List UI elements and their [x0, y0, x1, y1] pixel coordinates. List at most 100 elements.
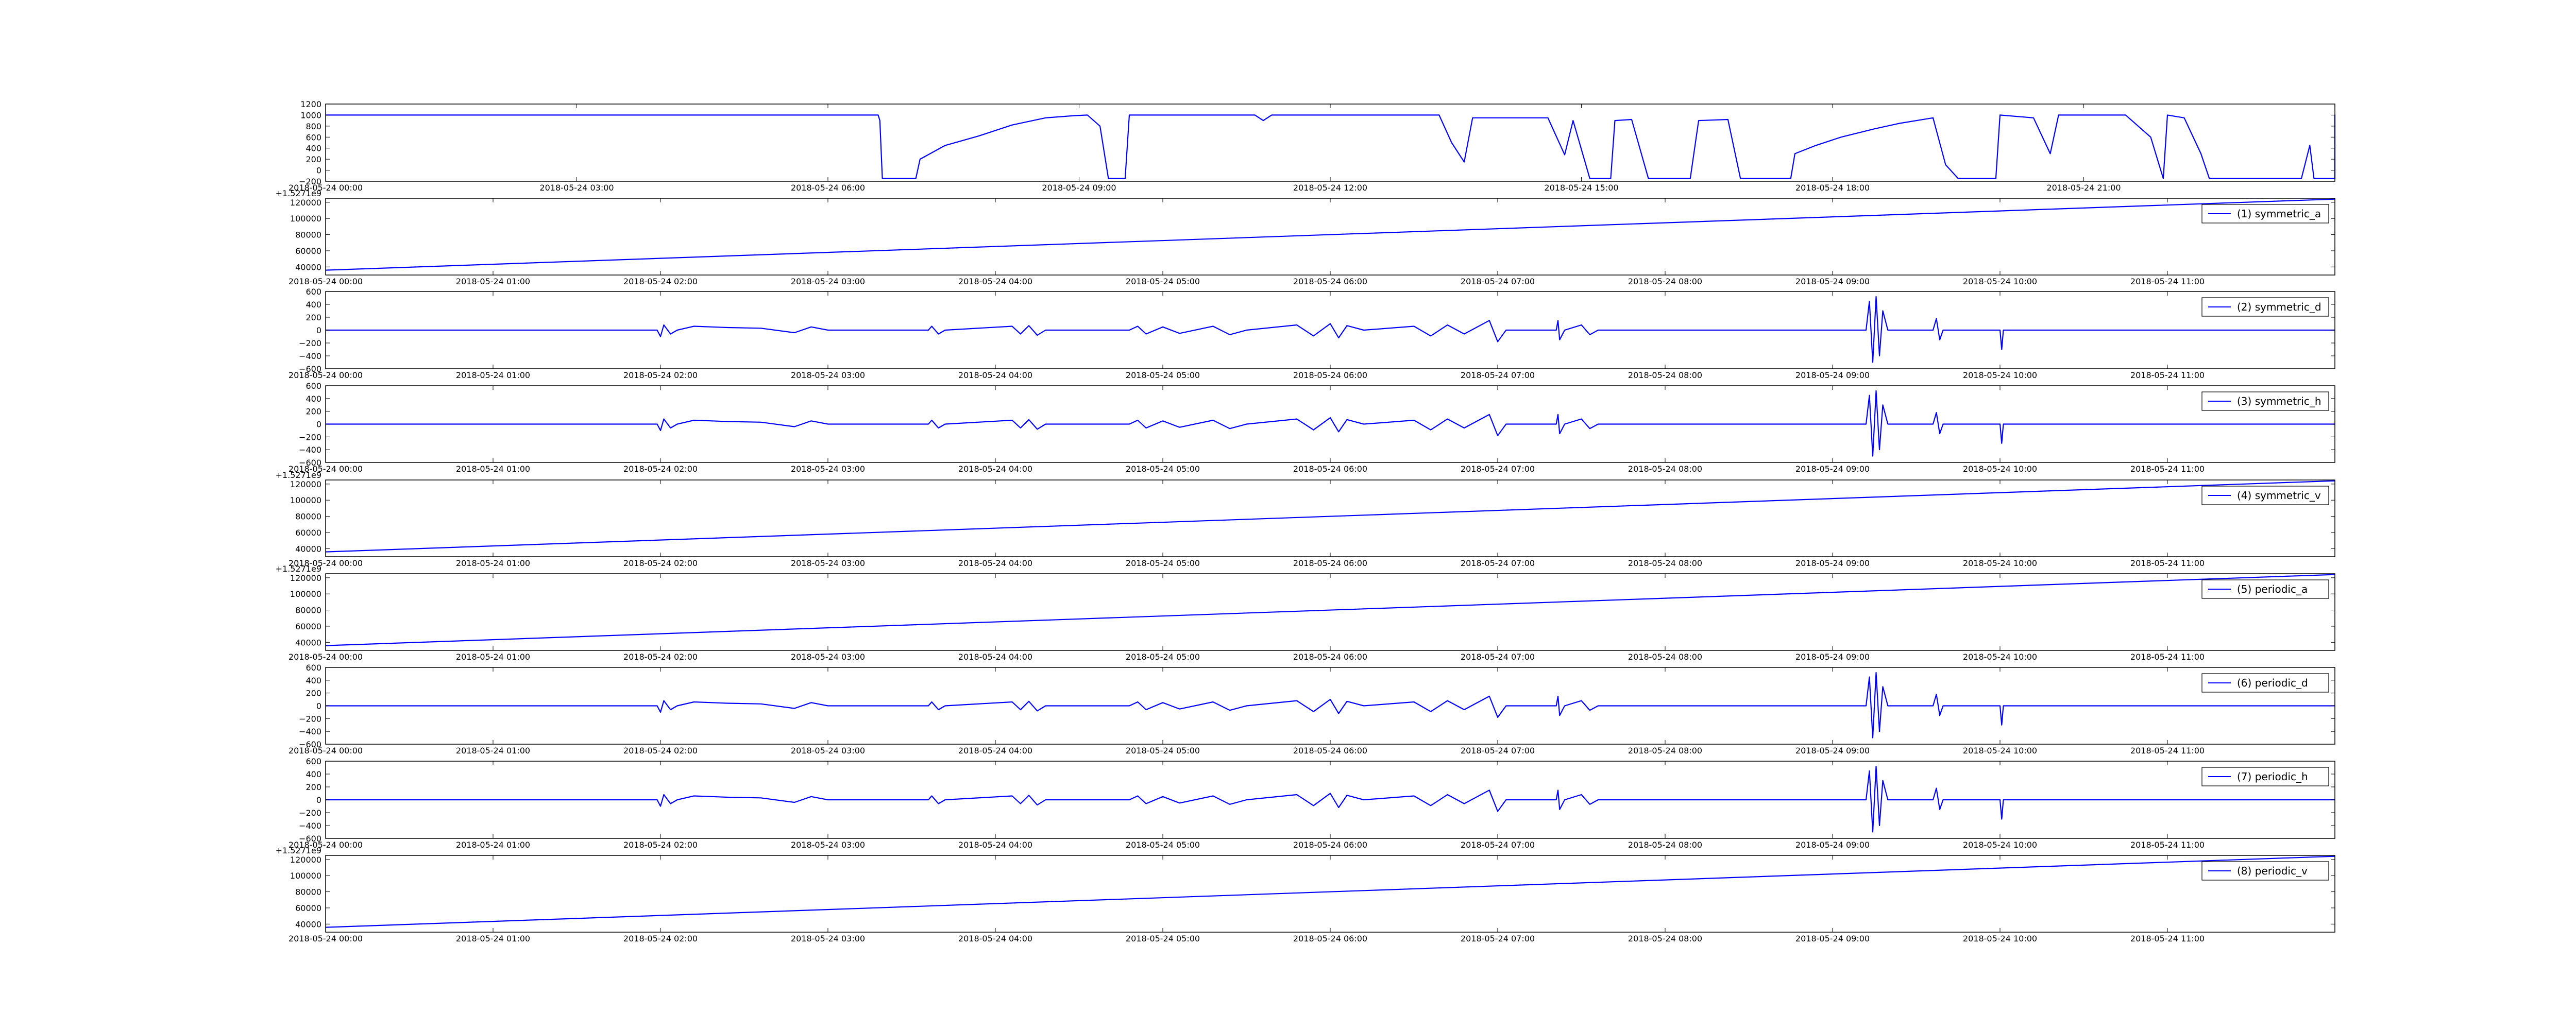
x-tick-label: 2018-05-24 02:00 [623, 370, 698, 380]
x-tick-label: 2018-05-24 04:00 [958, 558, 1032, 568]
x-tick-label: 2018-05-24 11:00 [2130, 370, 2205, 380]
legend-label: (4) symmetric_v [2237, 489, 2321, 502]
axis-offset-label: +1.5271e9 [276, 564, 321, 574]
x-tick-label: 2018-05-24 03:00 [791, 558, 865, 568]
x-tick-label: 2018-05-24 04:00 [958, 370, 1032, 380]
y-tick-label: −400 [299, 727, 321, 736]
x-tick-label: 2018-05-24 04:00 [958, 277, 1032, 286]
y-tick-label: 200 [306, 313, 321, 322]
x-tick-label: 2018-05-24 06:00 [1293, 370, 1367, 380]
y-tick-label: 0 [316, 795, 321, 805]
y-tick-label: −600 [299, 364, 321, 374]
chart-panel-6: 40000 60000 80000 100000 120000 2018-05-24 00… [276, 564, 2335, 662]
y-tick-label: 100000 [290, 495, 321, 505]
x-tick-label: 2018-05-24 00:00 [289, 370, 363, 380]
x-tick-label: 2018-05-24 01:00 [456, 746, 530, 756]
x-tick-label: 2018-05-24 04:00 [958, 652, 1032, 662]
x-tick-label: 2018-05-24 05:00 [1126, 934, 1200, 943]
x-tick-label: 2018-05-24 08:00 [1628, 934, 1702, 943]
x-tick-label: 2018-05-24 11:00 [2130, 277, 2205, 286]
x-tick-label: 2018-05-24 09:00 [1795, 652, 1870, 662]
x-tick-label: 2018-05-24 09:00 [1795, 277, 1870, 286]
y-tick-label: 0 [316, 325, 321, 335]
x-tick-label: 2018-05-24 10:00 [1963, 840, 2037, 850]
x-tick-label: 2018-05-24 05:00 [1126, 464, 1200, 474]
y-tick-label: 40000 [295, 919, 321, 929]
y-tick-label: 100000 [290, 214, 321, 224]
series-line [325, 480, 2335, 553]
y-tick-label: 120000 [290, 479, 321, 489]
chart-panel-5: 40000 60000 80000 100000 120000 2018-05-24 00… [276, 470, 2335, 568]
x-tick-label: 2018-05-24 07:00 [1461, 277, 1535, 286]
x-tick-label: 2018-05-24 00:00 [289, 558, 363, 568]
x-tick-label: 2018-05-24 09:00 [1795, 934, 1870, 943]
x-tick-label: 2018-05-24 10:00 [1963, 277, 2037, 286]
y-tick-label: 200 [306, 407, 321, 417]
legend-label: (6) periodic_d [2237, 677, 2308, 689]
legend: (4) symmetric_v [2201, 486, 2329, 505]
y-tick-label: −200 [299, 432, 321, 442]
x-tick-label: 2018-05-24 03:00 [791, 746, 865, 756]
x-tick-label: 2018-05-24 04:00 [958, 746, 1032, 756]
y-tick-label: −200 [299, 177, 321, 186]
x-tick-label: 2018-05-24 00:00 [289, 652, 363, 662]
series-line [326, 114, 2336, 179]
legend-label: (7) periodic_h [2237, 770, 2308, 783]
legend-label: (3) symmetric_h [2237, 395, 2321, 407]
x-tick-label: 2018-05-24 00:00 [289, 840, 363, 850]
series-line [326, 765, 2335, 833]
y-tick-label: 200 [306, 154, 321, 164]
chart-panel-4: −600 −400 −200 0 200 400 600 2018-05-24 00:00 20… [289, 381, 2335, 474]
legend-label: (1) symmetric_a [2237, 208, 2321, 220]
x-tick-label: 2018-05-24 02:00 [623, 746, 698, 756]
x-tick-label: 2018-05-24 06:00 [791, 183, 865, 193]
x-tick-label: 2018-05-24 08:00 [1628, 652, 1702, 662]
x-tick-label: 2018-05-24 11:00 [2130, 934, 2205, 943]
y-tick-label: 80000 [295, 512, 321, 522]
x-tick-label: 2018-05-24 04:00 [958, 934, 1032, 943]
x-tick-label: 2018-05-24 06:00 [1293, 277, 1367, 286]
legend: (1) symmetric_a [2201, 204, 2329, 224]
series-line [326, 296, 2335, 363]
y-tick-label: −200 [299, 714, 321, 724]
y-tick-label: 1000 [300, 110, 321, 120]
y-tick-label: −200 [299, 338, 321, 348]
y-tick-label: 600 [306, 381, 321, 391]
y-tick-label: 600 [306, 757, 321, 766]
y-tick-label: 60000 [295, 528, 321, 538]
axis-offset-label: +1.5271e9 [276, 470, 321, 480]
y-tick-label: 40000 [295, 262, 321, 272]
legend: (7) periodic_h [2201, 767, 2329, 786]
x-tick-label: 2018-05-24 00:00 [289, 277, 363, 286]
x-tick-label: 2018-05-24 06:00 [1293, 746, 1367, 756]
x-tick-label: 2018-05-24 11:00 [2130, 746, 2205, 756]
x-tick-label: 2018-05-24 10:00 [1963, 934, 2037, 943]
x-tick-label: 2018-05-24 09:00 [1795, 464, 1870, 474]
legend-label: (2) symmetric_d [2237, 301, 2321, 313]
x-tick-label: 2018-05-24 07:00 [1461, 558, 1535, 568]
x-tick-label: 2018-05-24 02:00 [623, 840, 698, 850]
y-tick-label: −400 [299, 351, 321, 361]
x-tick-label: 2018-05-24 03:00 [791, 652, 865, 662]
x-tick-label: 2018-05-24 00:00 [289, 183, 363, 193]
y-tick-label: 0 [316, 701, 321, 711]
x-tick-label: 2018-05-24 09:00 [1795, 370, 1870, 380]
series-line [326, 390, 2335, 457]
y-tick-label: 120000 [290, 855, 321, 865]
series-line [325, 574, 2335, 646]
x-tick-label: 2018-05-24 01:00 [456, 840, 530, 850]
x-tick-label: 2018-05-24 08:00 [1628, 746, 1702, 756]
y-tick-label: 80000 [295, 230, 321, 240]
x-tick-label: 2018-05-24 03:00 [791, 934, 865, 943]
x-tick-label: 2018-05-24 09:00 [1795, 558, 1870, 568]
series-line [326, 672, 2335, 739]
x-tick-label: 2018-05-24 08:00 [1628, 558, 1702, 568]
x-tick-label: 2018-05-24 08:00 [1628, 840, 1702, 850]
y-tick-label: 80000 [295, 606, 321, 615]
x-tick-label: 2018-05-24 09:00 [1042, 183, 1116, 193]
x-tick-label: 2018-05-24 11:00 [2130, 840, 2205, 850]
x-tick-label: 2018-05-24 11:00 [2130, 652, 2205, 662]
x-tick-label: 2018-05-24 09:00 [1795, 840, 1870, 850]
x-tick-label: 2018-05-24 01:00 [456, 370, 530, 380]
x-tick-label: 2018-05-24 05:00 [1126, 840, 1200, 850]
